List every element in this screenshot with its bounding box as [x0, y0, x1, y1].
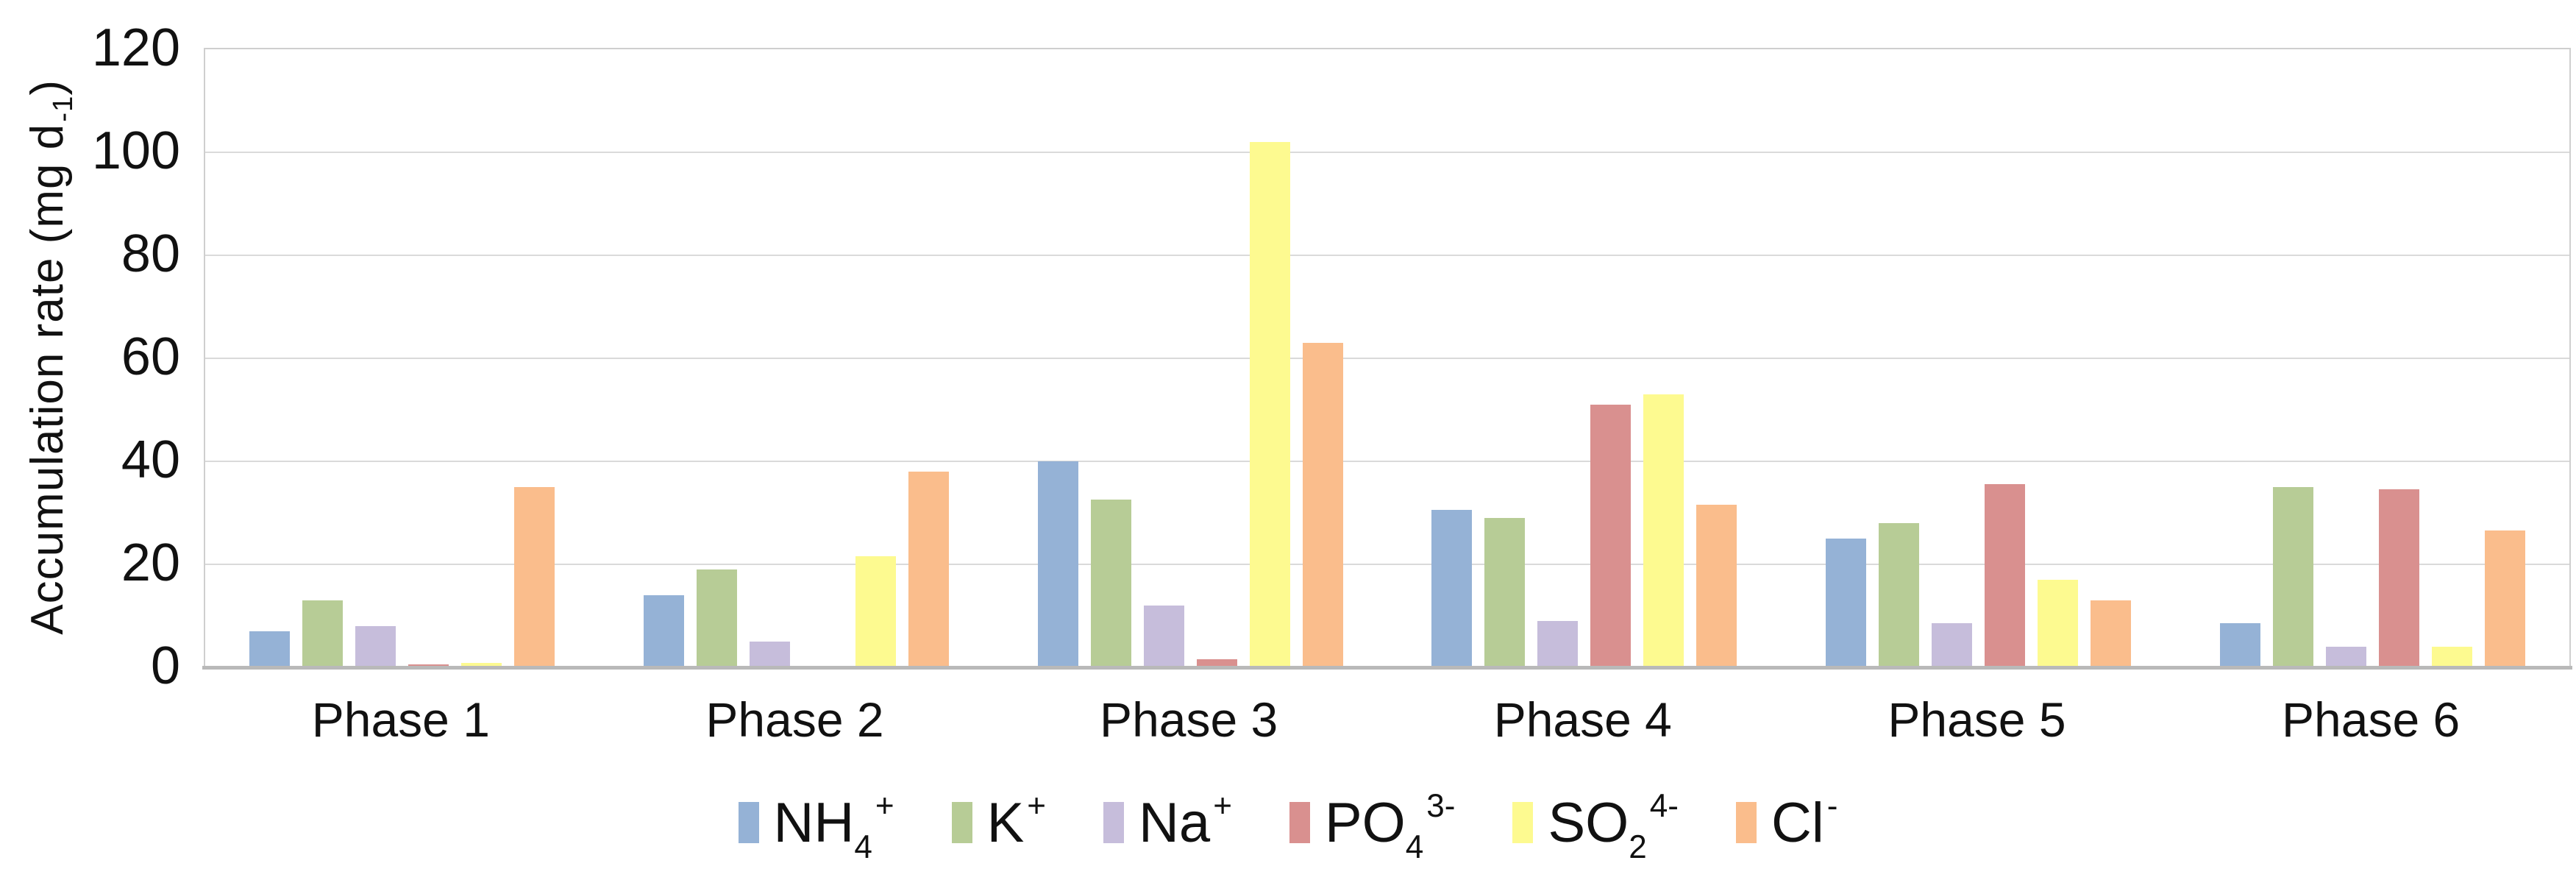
gridline [205, 255, 2569, 256]
legend-item-label: PO43- [1324, 788, 1456, 865]
x-axis-line [202, 666, 2572, 670]
bar [908, 472, 949, 667]
bar-group [1037, 142, 1343, 667]
bar [1143, 606, 1184, 667]
x-axis-label: Phase 5 [1887, 692, 2066, 747]
legend-item-label: Na+ [1139, 788, 1232, 854]
bar [461, 663, 502, 667]
bar [2090, 600, 2131, 667]
gridline [205, 564, 2569, 565]
legend-item: Cl- [1736, 788, 1838, 855]
legend: NH4+ K+ Na+ PO43- SO24- Cl- [0, 756, 2576, 889]
gridline [205, 461, 2569, 462]
y-tick-label: 0 [150, 636, 180, 695]
bar [1643, 394, 1684, 667]
y-tick-label: 120 [91, 18, 180, 77]
legend-swatch [1512, 802, 1534, 843]
bar [643, 595, 684, 667]
x-axis-labels: Phase 1 Phase 2 Phase 3 Phase 4 Phase 5 Phase… [204, 692, 2568, 748]
bar [1696, 505, 1737, 667]
x-axis-label: Phase 3 [1100, 692, 1278, 747]
legend-swatch [1289, 802, 1310, 843]
legend-swatch [1103, 802, 1125, 843]
bar [1590, 405, 1632, 667]
y-tick-label: 80 [121, 224, 180, 283]
legend-item-label: NH4+ [773, 788, 894, 865]
legend-item: K+ [951, 788, 1047, 855]
y-tick-label: 60 [121, 327, 180, 386]
legend-item: Na+ [1103, 788, 1232, 855]
bar-group [249, 487, 555, 667]
bar [1249, 142, 1290, 667]
bar [855, 556, 896, 667]
bar [1878, 523, 1919, 667]
bar [1931, 623, 1972, 667]
bar [749, 642, 790, 667]
y-tick-label: 100 [91, 121, 180, 180]
legend-item-label: SO24- [1548, 788, 1679, 865]
bar [249, 631, 291, 667]
y-tick-label: 40 [121, 430, 180, 489]
bar-group [1825, 484, 2131, 667]
legend-swatch [738, 802, 759, 843]
bar-groups [205, 49, 2569, 667]
bar [1196, 659, 1237, 667]
bar [1537, 621, 1579, 667]
gridline [205, 152, 2569, 153]
bar [2431, 647, 2472, 667]
bar [1431, 510, 1473, 667]
x-axis-label: Phase 1 [311, 692, 490, 747]
bar [1825, 539, 1866, 667]
bar [2219, 623, 2260, 667]
x-axis-label: Phase 4 [1493, 692, 1672, 747]
bar [1302, 343, 1343, 667]
bar [1090, 500, 1131, 667]
bar-group [2219, 487, 2525, 667]
bar [1037, 461, 1078, 667]
bar [2484, 530, 2525, 667]
plot-area [202, 48, 2572, 670]
legend-item-label: K+ [986, 788, 1047, 854]
x-axis-label: Phase 6 [2282, 692, 2461, 747]
y-axis-tick-labels: 0 20 40 60 80 100 120 [0, 18, 180, 695]
y-tick-label: 20 [121, 533, 180, 592]
legend-item: NH4+ [738, 788, 894, 865]
bar [2272, 487, 2313, 667]
bar [2325, 647, 2366, 667]
bar-group [643, 472, 949, 667]
bar [1484, 518, 1526, 667]
bar [2378, 489, 2419, 667]
bar [514, 487, 555, 667]
bar [355, 626, 396, 667]
x-axis-label: Phase 2 [705, 692, 884, 747]
bar [302, 600, 344, 667]
legend-item-label: Cl- [1771, 788, 1838, 854]
bar [696, 569, 737, 667]
gridline [205, 358, 2569, 359]
bar [2037, 580, 2078, 667]
bar-group [1431, 394, 1737, 667]
legend-item: PO43- [1289, 788, 1456, 865]
legend-item: SO24- [1512, 788, 1679, 865]
bar [1984, 484, 2025, 667]
legend-swatch [1736, 802, 1757, 843]
legend-swatch [951, 802, 972, 843]
